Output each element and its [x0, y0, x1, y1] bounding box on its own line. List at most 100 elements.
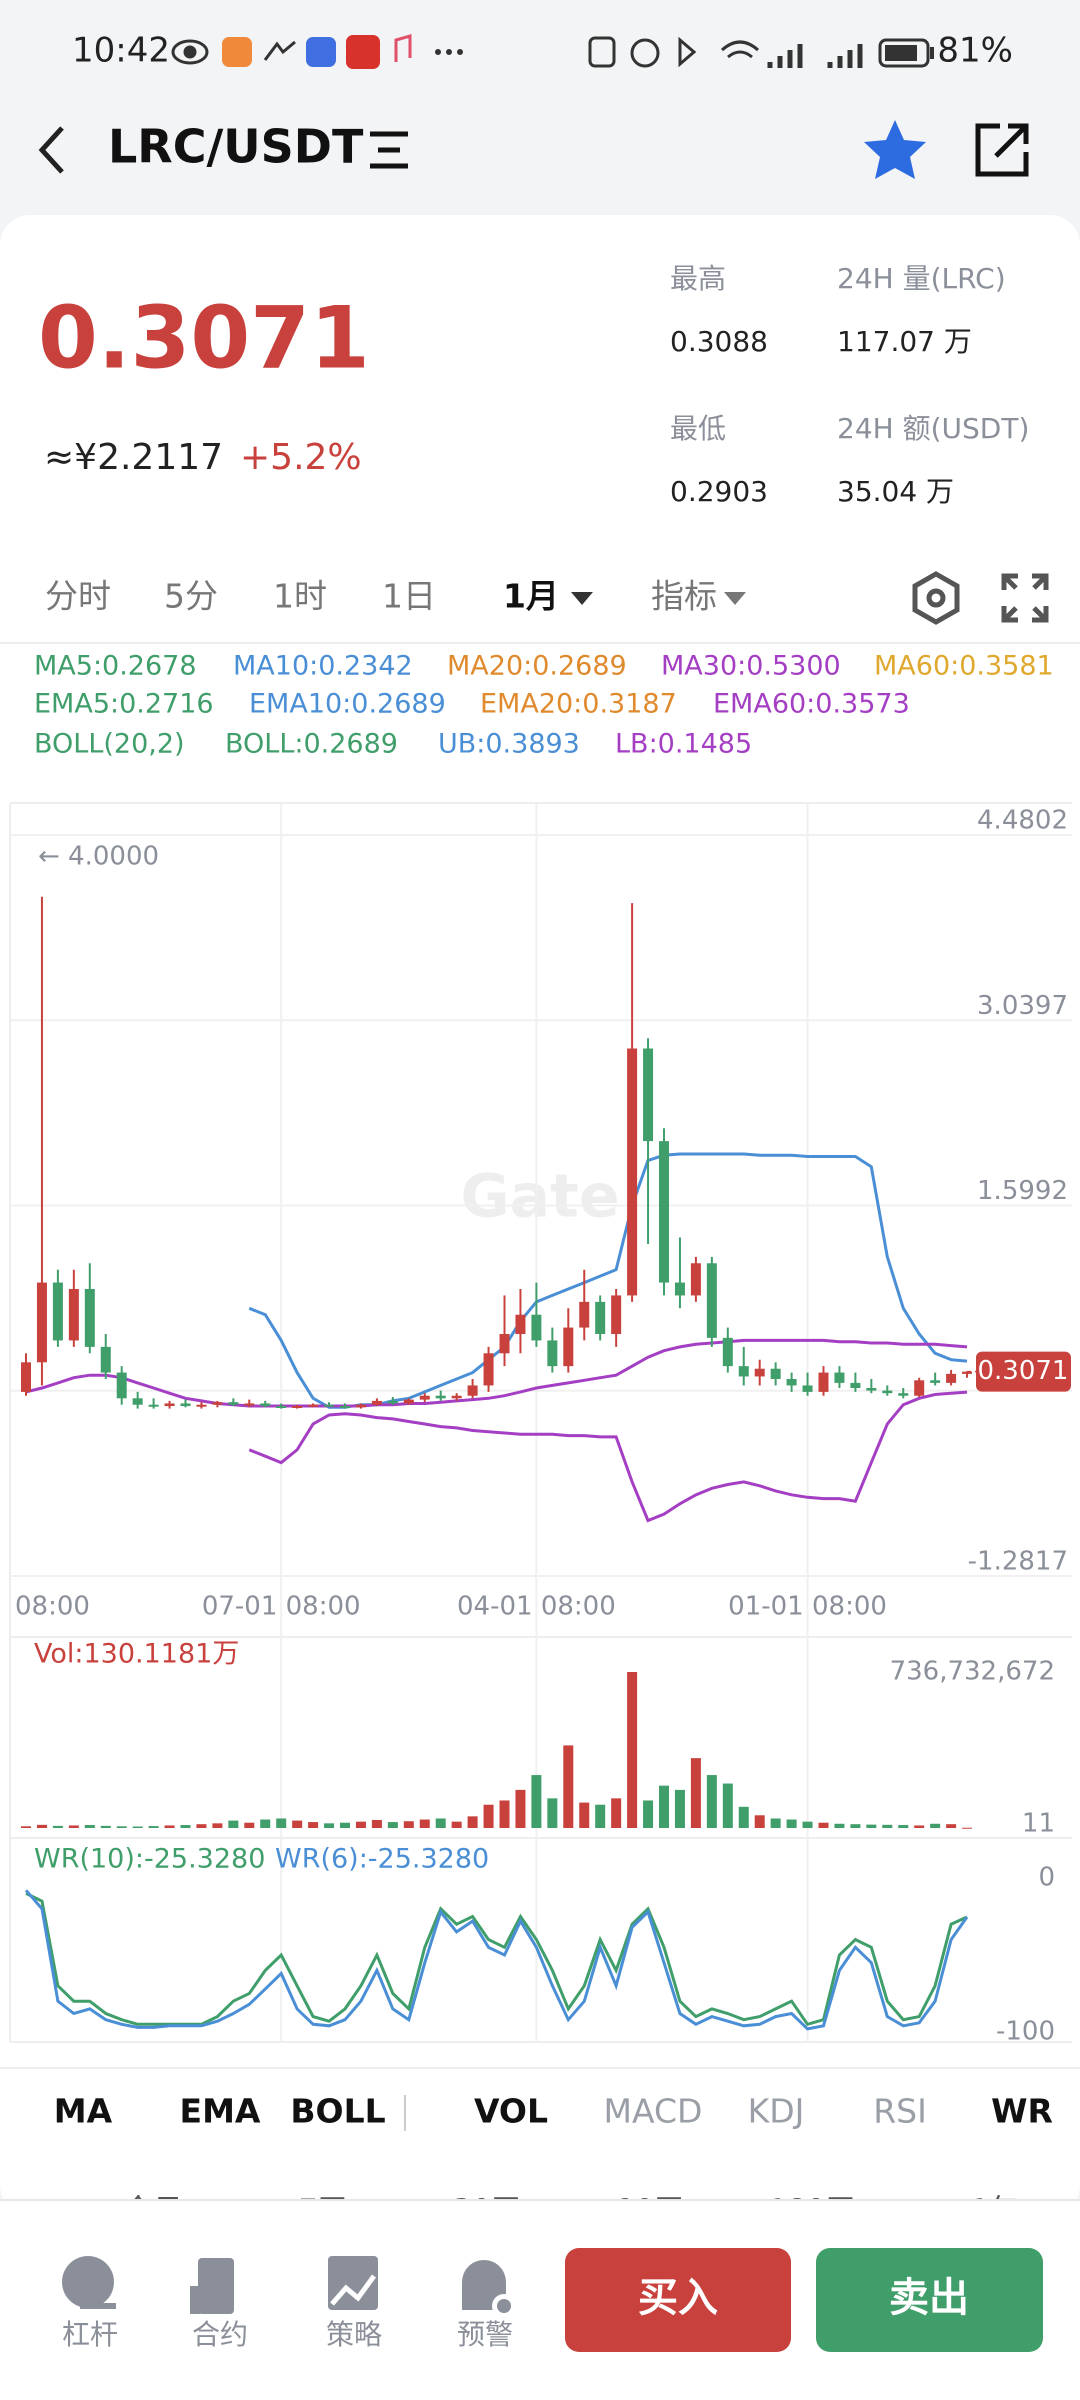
volume-bar — [308, 1822, 319, 1828]
indicator-tab[interactable]: EMA — [180, 2092, 261, 2131]
candle-body — [148, 1404, 159, 1407]
candle-body — [483, 1353, 494, 1386]
sell-button[interactable] — [816, 2248, 1043, 2352]
x-tick-label: 08:00 — [15, 1592, 90, 1622]
candle-body — [403, 1399, 414, 1404]
candle-body — [850, 1382, 861, 1389]
indicator-value: LB:0.1485 — [615, 729, 752, 760]
nav-label[interactable]: 预警 — [457, 2318, 513, 2351]
volume-bar — [547, 1798, 558, 1828]
candle-body — [882, 1390, 893, 1394]
nav-label[interactable]: 策略 — [326, 2318, 382, 2351]
candle-body — [467, 1385, 478, 1396]
candle-body — [164, 1403, 175, 1407]
nav-label[interactable]: 杠杆 — [62, 2318, 118, 2351]
nav-icons — [62, 2256, 516, 2318]
volume-bar — [882, 1824, 893, 1828]
volume-bar — [706, 1775, 717, 1828]
nav-label[interactable]: 合约 — [192, 2318, 248, 2351]
volume-bar — [946, 1824, 957, 1828]
stat-label: 24H 额(USDT) — [837, 412, 1029, 445]
volume-bar — [340, 1822, 350, 1828]
interval-tab[interactable]: 分时 — [45, 577, 111, 616]
volume-bar — [148, 1826, 159, 1828]
candle-body — [419, 1395, 430, 1400]
buy-label[interactable]: 买入 — [638, 2275, 718, 2321]
volume-bar — [627, 1672, 638, 1828]
status-icons — [171, 34, 934, 69]
volume-bar — [898, 1825, 909, 1828]
indicator-value: EMA5:0.2716 — [34, 689, 214, 720]
volume-bar — [371, 1819, 382, 1828]
y-tick-label: 3.0397 — [977, 991, 1068, 1021]
interval-tab[interactable]: 5分 — [164, 577, 218, 616]
indicator-value: MA5:0.2678 — [34, 651, 197, 682]
volume-bar — [754, 1815, 765, 1828]
candle-body — [68, 1288, 79, 1341]
candle-body — [260, 1403, 271, 1407]
candle-body — [770, 1368, 781, 1380]
candle-body — [84, 1288, 95, 1347]
stat-value: 0.2903 — [670, 475, 768, 508]
candle-body — [754, 1368, 765, 1377]
candle-body — [451, 1395, 462, 1399]
candle-body — [515, 1314, 526, 1335]
indicator-value: MA10:0.2342 — [233, 651, 413, 682]
volume-bar — [930, 1823, 941, 1828]
pair-title[interactable]: LRC/USDT — [108, 120, 364, 174]
candle-body — [340, 1406, 350, 1409]
indicator-tab[interactable]: BOLL — [290, 2092, 385, 2131]
candle-body — [371, 1400, 382, 1405]
volume-bar — [244, 1822, 255, 1828]
candle-body — [898, 1393, 909, 1396]
interval-tab[interactable]: 1时 — [273, 577, 327, 616]
indicator-tab[interactable]: KDJ — [748, 2092, 805, 2131]
volume-bar — [260, 1819, 271, 1828]
last-price-tag — [976, 1351, 1071, 1392]
candle-body — [196, 1404, 207, 1407]
volume-bar — [659, 1785, 669, 1828]
indicator-tab[interactable]: MA — [54, 2092, 113, 2131]
volume-bar — [611, 1798, 622, 1828]
volume-bar — [914, 1825, 925, 1828]
volume-bar — [722, 1783, 733, 1828]
buy-button[interactable] — [565, 2248, 791, 2352]
indicator-value: EMA10:0.2689 — [249, 689, 446, 720]
candle-body — [244, 1403, 255, 1406]
candle-body — [499, 1334, 510, 1354]
stat-value: 0.3088 — [670, 325, 768, 358]
candle-body — [531, 1314, 542, 1341]
share-button[interactable] — [975, 123, 1029, 177]
status-battery: 81% — [937, 31, 1013, 71]
chart-tools[interactable] — [912, 571, 1049, 625]
volume-bar — [21, 1826, 31, 1828]
volume-bar — [419, 1819, 430, 1828]
candle-body — [722, 1337, 733, 1367]
back-button[interactable] — [38, 126, 64, 174]
sell-label[interactable]: 卖出 — [889, 2275, 969, 2321]
candle-body — [387, 1400, 398, 1404]
volume-bar — [802, 1821, 813, 1828]
indicator-tab[interactable]: WR — [991, 2092, 1053, 2131]
indicator-tab[interactable]: RSI — [873, 2092, 927, 2131]
interval-tab[interactable]: 指标 — [651, 577, 717, 616]
y-tick-label: -1.2817 — [968, 1547, 1068, 1577]
indicator-value: MA30:0.5300 — [661, 651, 841, 682]
interval-tab[interactable]: 1日 — [382, 577, 436, 616]
indicator-tab[interactable]: MACD — [604, 2092, 703, 2131]
volume-bar — [228, 1820, 239, 1828]
volume-bar — [132, 1826, 143, 1828]
indicator-value: EMA60:0.3573 — [713, 689, 910, 720]
indicator-value: BOLL:0.2689 — [225, 729, 398, 760]
candle-body — [595, 1301, 606, 1335]
wr-legend: WR(10):-25.3280 — [34, 1844, 265, 1875]
stat-label: 24H 量(LRC) — [837, 262, 1006, 295]
interval-tab[interactable]: 1月 — [503, 577, 559, 616]
candle-body — [706, 1263, 717, 1338]
volume-bar — [324, 1823, 335, 1828]
favorite-star[interactable] — [864, 120, 926, 179]
indicator-tab[interactable]: VOL — [474, 2092, 548, 2131]
pair-menu-icon[interactable] — [370, 131, 408, 169]
max-price-label: ← 4.0000 — [38, 842, 159, 872]
candle-body — [228, 1402, 239, 1405]
